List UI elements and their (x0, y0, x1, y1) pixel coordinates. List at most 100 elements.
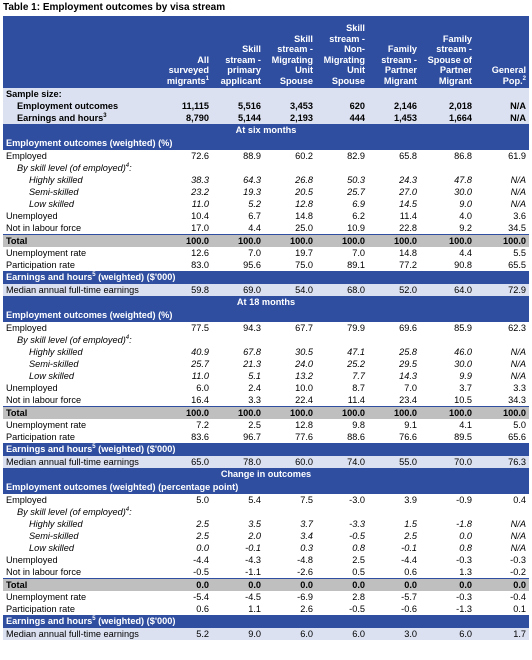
table-cell: 0.6 (196, 603, 209, 614)
table-cell: 10.5 (454, 394, 472, 405)
table-cell: -0.4 (510, 591, 526, 602)
table-cell: 1.3 (459, 566, 472, 577)
row-label: Low skilled (29, 370, 74, 381)
table-cell: 25.7 (347, 186, 365, 197)
table-cell: 5.2 (248, 198, 261, 209)
table-cell: 2,146 (368, 100, 420, 112)
section-header: Earnings and hours5 (weighted) ($'000) (3, 443, 529, 456)
table-cell: 100.0 (264, 234, 316, 247)
section-header-label: Earnings and hours5 (weighted) ($'000) (3, 615, 529, 628)
table-cell: 27.0 (399, 186, 417, 197)
table-row: Employed 5.0 5.4 7.5 -3.0 3.9 -0.9 0.4 (3, 494, 529, 506)
row-label: Low skilled (29, 198, 74, 209)
table-cell: 38.3 (191, 174, 209, 185)
table-cell: 100.0 (368, 234, 420, 247)
table-cell: 11.4 (347, 394, 365, 405)
table-cell: 40.9 (191, 346, 209, 357)
table-cell: 60.2 (295, 150, 313, 161)
table-cell: 5,516 (212, 100, 264, 112)
table-cell: 5,144 (212, 112, 264, 124)
period-band-label: At 18 months (3, 296, 529, 309)
empty-cell (368, 506, 420, 518)
table-cell: 2.6 (300, 603, 313, 614)
table-cell: 7.7 (352, 370, 365, 381)
empty-cell (475, 88, 529, 100)
table-cell: 0.0 (160, 578, 212, 591)
table-cell: 89.5 (454, 431, 472, 442)
table-cell: 10.0 (295, 382, 313, 393)
section-header: Earnings and hours5 (weighted) ($'000) (3, 271, 529, 284)
table-cell: N/A (510, 174, 526, 185)
table-cell: 14.3 (399, 370, 417, 381)
table-cell: 14.8 (399, 247, 417, 258)
period-band: At six months (3, 124, 529, 137)
table-cell: -1.8 (456, 518, 472, 529)
table-cell: 22.8 (399, 222, 417, 233)
column-header: Family stream - Partner Migrant (368, 16, 420, 88)
table-cell: 9.0 (212, 628, 264, 640)
table-cell: -2.6 (297, 566, 313, 577)
table-cell: 9.0 (459, 198, 472, 209)
table-cell: -4.8 (297, 554, 313, 565)
row-label: Unemployment rate (6, 247, 87, 258)
table-row: Total 0.0 0.0 0.0 0.0 0.0 0.0 0.0 (3, 578, 529, 591)
table-cell: -4.4 (193, 554, 209, 565)
table-cell: 2.5 (248, 419, 261, 430)
table-row: Median annual full-time earnings 5.2 9.0 6.… (3, 628, 529, 640)
row-label: Not in labour force (6, 394, 82, 405)
table-cell: 19.3 (243, 186, 261, 197)
table-cell: 85.9 (454, 322, 472, 333)
row-label: Earnings and hours3 (3, 112, 160, 124)
table-cell: 3,453 (264, 100, 316, 112)
table-cell: 67.8 (243, 346, 261, 357)
table-cell: 4.0 (459, 210, 472, 221)
table-cell: 2.8 (352, 591, 365, 602)
section-header: Earnings and hours5 (weighted) ($'000) (3, 615, 529, 628)
table-cell: 3.5 (248, 518, 261, 529)
table-cell: 0.0 (196, 542, 209, 553)
table-cell: 59.8 (160, 284, 212, 296)
table-cell: 30.5 (295, 346, 313, 357)
table-cell: 76.6 (399, 431, 417, 442)
table-cell: 7.5 (300, 494, 313, 505)
section-header-label: Earnings and hours5 (weighted) ($'000) (3, 443, 529, 456)
empty-cell (160, 162, 212, 174)
section-header-label: Earnings and hours5 (weighted) ($'000) (3, 271, 529, 284)
table-cell: 5.4 (248, 494, 261, 505)
table-cell: N/A (475, 112, 529, 124)
table-cell: 12.8 (295, 198, 313, 209)
table-cell: 77.5 (191, 322, 209, 333)
table-row: Unemployed -4.4 -4.3 -4.8 2.5 -4.4 -0.3 -0.3 (3, 554, 529, 566)
table-cell: 20.5 (295, 186, 313, 197)
table-cell: 4.4 (248, 222, 261, 233)
table-cell: 69.0 (212, 284, 264, 296)
empty-cell (212, 88, 264, 100)
table-cell: -3.0 (349, 494, 365, 505)
table-cell: N/A (510, 346, 526, 357)
empty-cell (264, 88, 316, 100)
empty-cell (420, 162, 475, 174)
table-cell: -0.1 (245, 542, 261, 553)
row-label: By skill level (of employed)4: (17, 334, 132, 345)
table-cell: 79.9 (347, 322, 365, 333)
table-cell: N/A (510, 542, 526, 553)
empty-cell (264, 334, 316, 346)
table-cell: 444 (316, 112, 368, 124)
column-header: Family stream - Spouse of Partner Migran… (420, 16, 475, 88)
table-body: Sample size: Employment outcomes 11,115 5,5… (3, 88, 529, 640)
empty-cell (368, 88, 420, 100)
table-row: Not in labour force 17.0 4.4 25.0 10.9 22.8 9.… (3, 222, 529, 235)
table-row: Employed 77.5 94.3 67.7 79.9 69.6 85.9 62.3 (3, 322, 529, 334)
empty-cell (420, 506, 475, 518)
section-header-label: Employment outcomes (weighted) (percenta… (3, 481, 529, 494)
row-label: Not in labour force (6, 222, 82, 233)
table-cell: 3.0 (368, 628, 420, 640)
table-cell: 5.0 (196, 494, 209, 505)
table-cell: 88.9 (243, 150, 261, 161)
table-cell: -0.5 (349, 603, 365, 614)
table-cell: N/A (510, 186, 526, 197)
table-row: Employed 72.6 88.9 60.2 82.9 65.8 86.8 61.9 (3, 150, 529, 162)
table-cell: 11,115 (160, 100, 212, 112)
row-label: Highly skilled (29, 346, 83, 357)
table-cell: 34.5 (508, 222, 526, 233)
